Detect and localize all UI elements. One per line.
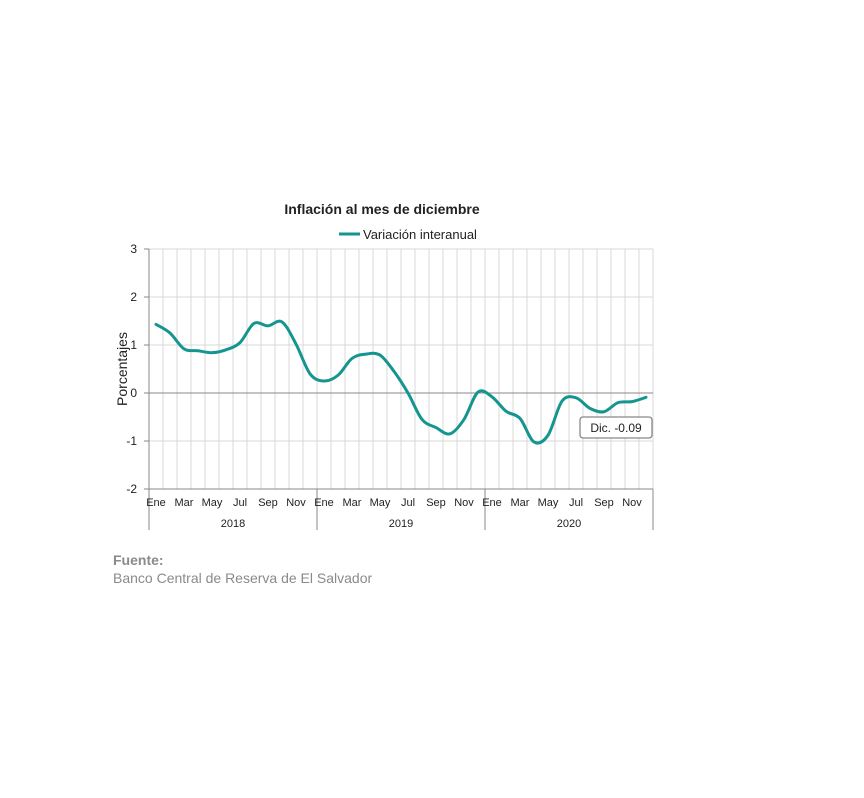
x-month-label: Nov xyxy=(454,497,474,509)
x-month-label: May xyxy=(202,497,223,509)
chart-title: Inflación al mes de diciembre xyxy=(284,201,480,217)
x-month-label: Mar xyxy=(343,497,362,509)
series-layer xyxy=(154,319,648,445)
source-text: Banco Central de Reserva de El Salvador xyxy=(113,570,373,586)
x-month-label: Nov xyxy=(622,497,642,509)
grid xyxy=(149,248,654,490)
x-month-label: Sep xyxy=(594,497,614,509)
x-month-label: May xyxy=(370,497,391,509)
y-tick-label: 3 xyxy=(130,242,137,256)
x-month-label: Ene xyxy=(482,497,502,509)
x-year-label: 2020 xyxy=(557,518,581,530)
data-callout: Dic. -0.09 xyxy=(579,416,653,439)
source-label: Fuente: xyxy=(113,552,164,568)
legend-label: Variación interanual xyxy=(363,227,477,242)
x-month-label: Nov xyxy=(286,497,306,509)
source-note: Fuente: Banco Central de Reserva de El S… xyxy=(113,551,372,587)
x-month-label: Ene xyxy=(146,497,166,509)
legend: Variación interanual xyxy=(339,227,477,242)
x-year-label: 2019 xyxy=(389,518,413,530)
y-tick-label: -2 xyxy=(126,482,137,496)
y-tick-label: 0 xyxy=(130,386,137,400)
y-tick-label: 1 xyxy=(130,338,137,352)
x-month-label: Sep xyxy=(426,497,446,509)
x-month-label: Jul xyxy=(569,497,583,509)
y-tick-label: 2 xyxy=(130,290,137,304)
y-tick-label: -1 xyxy=(126,434,137,448)
y-axis-label: Porcentajes xyxy=(114,332,130,406)
x-month-label: Mar xyxy=(175,497,194,509)
series-line-variacion-interanual xyxy=(154,319,648,445)
x-month-label: Jul xyxy=(401,497,415,509)
x-month-label: Ene xyxy=(314,497,334,509)
x-month-label: May xyxy=(538,497,559,509)
callout-box xyxy=(579,416,653,439)
x-year-label: 2018 xyxy=(221,518,245,530)
callout-text: Dic. -0.09 xyxy=(590,421,642,435)
x-month-label: Sep xyxy=(258,497,278,509)
axes: -2 -1 0 1 2 3 Ene Mar May Jul Sep Nov 2018 Ene Mar May J… xyxy=(126,242,654,530)
x-month-label: Jul xyxy=(233,497,247,509)
x-month-label: Mar xyxy=(511,497,530,509)
